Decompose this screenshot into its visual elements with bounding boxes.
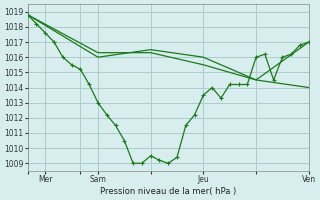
X-axis label: Pression niveau de la mer( hPa ): Pression niveau de la mer( hPa )	[100, 187, 236, 196]
